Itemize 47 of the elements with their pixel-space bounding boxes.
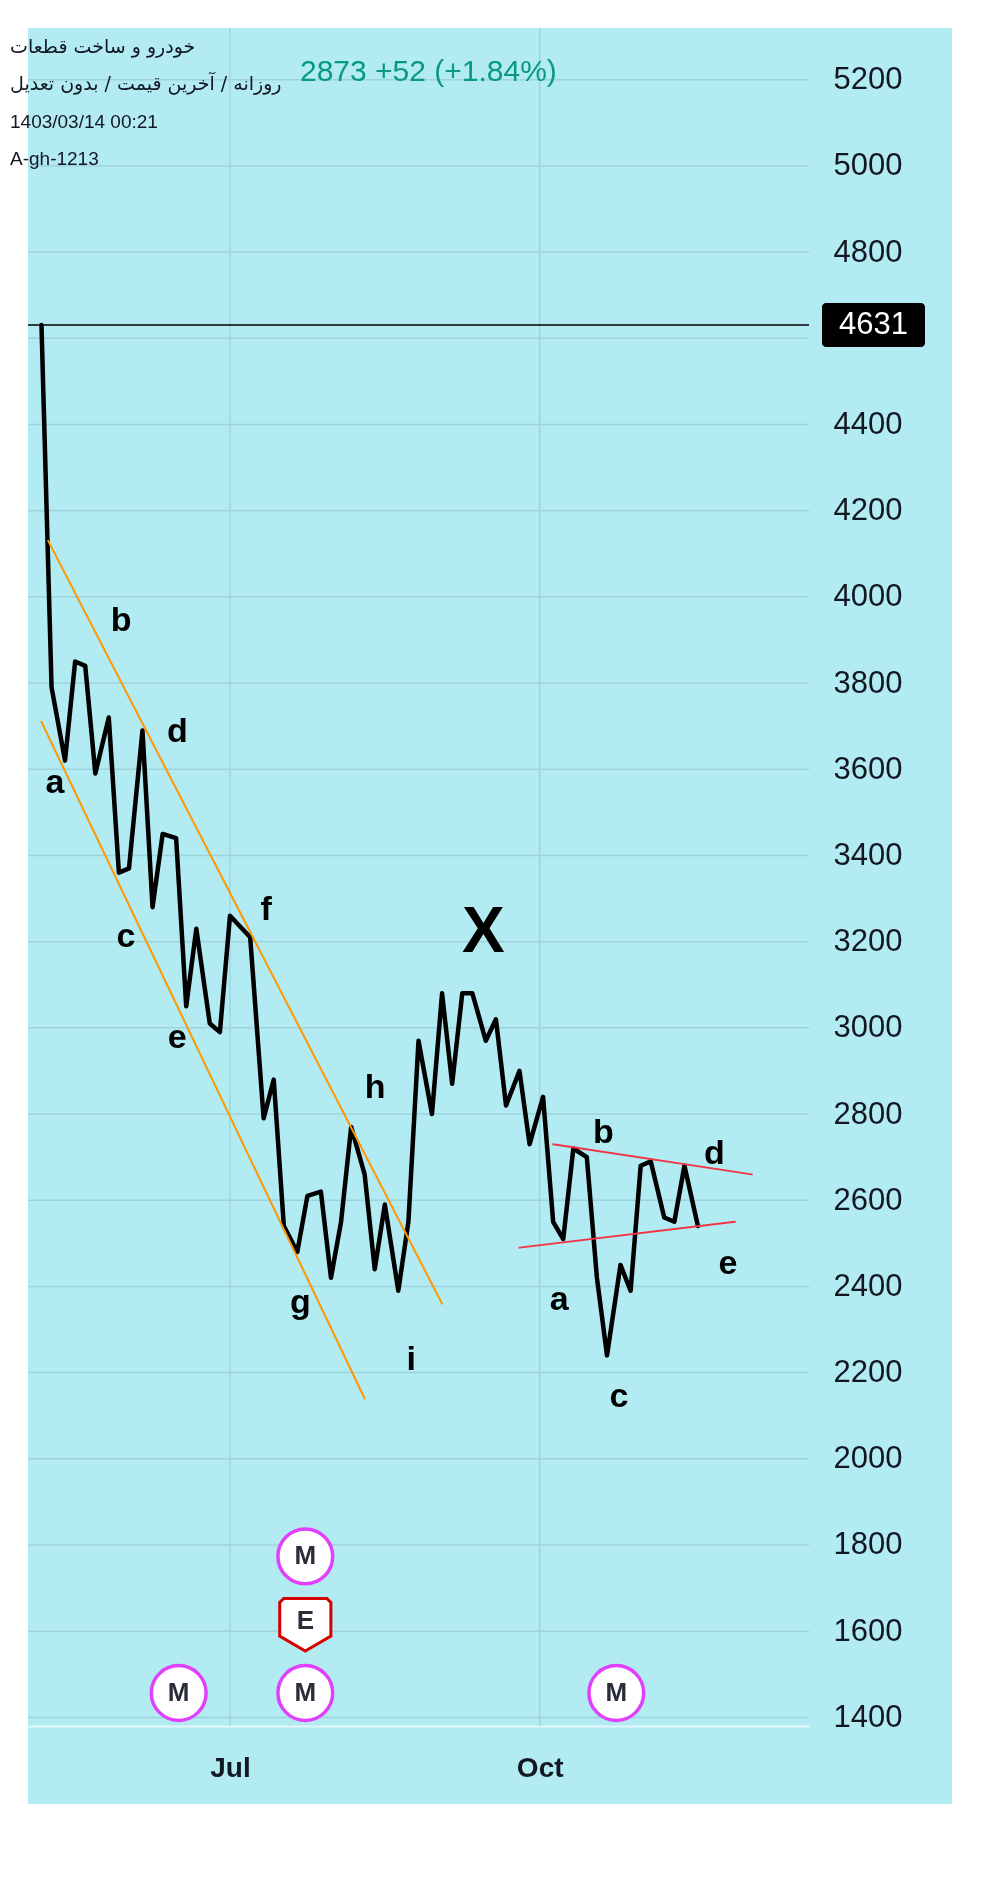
y-tick-label: 3400 [833,836,903,872]
annotation: M [294,1677,317,1707]
y-tick-label: 2800 [833,1095,903,1131]
annotation: c [609,1376,629,1415]
chart-title: خودرو و ساخت قطعات [10,34,196,58]
y-tick-label: 1800 [833,1526,903,1562]
y-tick-label: 1400 [833,1698,903,1734]
ref-line-label: 4631 [839,305,908,341]
y-tick-label: 1600 [833,1612,903,1648]
y-tick-label: 5200 [833,61,903,97]
x-tick-label: Jul [210,1751,251,1783]
annotation: e [718,1243,738,1282]
y-tick-label: 5000 [833,147,903,183]
annotation: X [462,894,506,967]
annotation: 2873 +52 (+1.84%) [300,53,557,87]
annotation: e [167,1017,187,1056]
y-tick-label: 3800 [833,664,903,700]
annotation: M [294,1540,317,1571]
annotation: b [110,599,132,638]
annotation: f [260,889,273,928]
y-tick-label: 2600 [833,1181,903,1217]
annotation: E [296,1605,314,1635]
annotation: h [364,1066,386,1105]
annotation: 1403/03/14 00:21 [10,110,158,132]
y-tick-label: 4400 [833,405,903,441]
annotation: i [406,1338,417,1377]
y-tick-label: 3200 [833,923,903,959]
x-tick-label: Oct [516,1751,564,1783]
annotation: b [592,1111,614,1150]
annotation: a [45,761,66,800]
annotation: d [167,711,188,750]
annotation: g [289,1281,311,1320]
y-tick-label: 4200 [833,492,903,528]
annotation: A-gh-1213 [10,148,99,170]
y-tick-label: 3000 [833,1009,903,1045]
annotation: M [605,1677,628,1707]
annotation: c [116,915,136,954]
annotation: M [167,1677,190,1707]
y-tick-label: 2400 [833,1267,903,1303]
y-tick-label: 2000 [833,1440,903,1476]
text: روزانه / آخرین قیمت / بدون تعدیل [10,71,282,96]
y-tick-label: 2200 [833,1354,903,1390]
y-tick-label: 3600 [833,750,903,786]
y-tick-label: 4000 [833,578,903,614]
annotation: d [704,1132,725,1171]
y-tick-label: 4800 [833,233,903,269]
annotation: a [549,1279,570,1318]
